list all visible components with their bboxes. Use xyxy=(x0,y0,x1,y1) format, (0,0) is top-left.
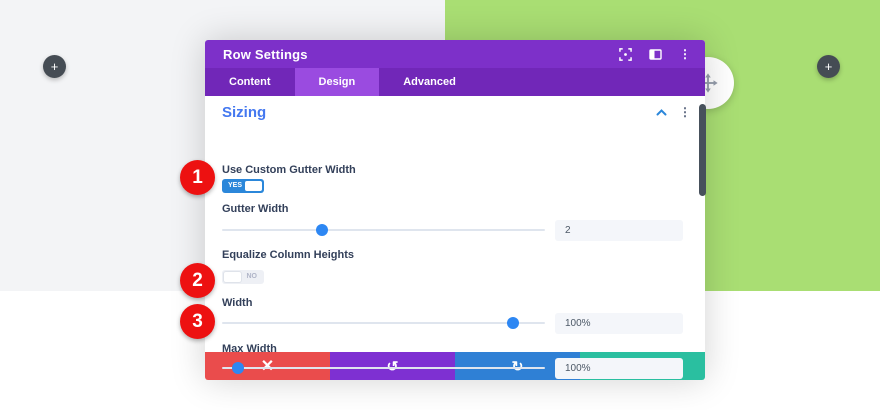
slider-thumb[interactable] xyxy=(316,224,329,236)
tab-design[interactable]: Design xyxy=(294,68,380,96)
max-width-slider[interactable] xyxy=(222,362,545,374)
max-width-label: Max Width xyxy=(222,343,277,355)
cancel-button[interactable]: ✕ xyxy=(205,352,330,380)
kebab-glyph: ⋮ xyxy=(679,47,691,61)
gutter-width-input[interactable] xyxy=(555,220,683,241)
row-settings-modal: Row Settings ⋮ xyxy=(205,40,705,380)
add-module-button-right[interactable]: + xyxy=(817,55,840,78)
undo-icon: ↺ xyxy=(386,357,399,374)
modal-tabbar: Content Design Advanced xyxy=(205,68,705,96)
modal-body: Sizing ⋮ Use Custom Gutter Width YES xyxy=(205,96,705,379)
width-slider[interactable] xyxy=(222,317,545,329)
width-input[interactable] xyxy=(555,313,683,334)
annotation-circle-2: 2 xyxy=(180,263,215,298)
section-title: Sizing xyxy=(222,103,267,121)
slider-track xyxy=(222,229,545,231)
modal-title: Row Settings xyxy=(223,46,308,62)
slider-track xyxy=(222,367,545,369)
plus-icon: + xyxy=(824,59,833,74)
kebab-glyph: ⋮ xyxy=(679,105,691,119)
modal-header: Row Settings ⋮ xyxy=(205,40,705,68)
tab-content[interactable]: Content xyxy=(205,68,295,96)
equalize-column-heights-toggle[interactable]: NO xyxy=(222,270,264,284)
modal-footer: ✕ ↺ ↻ ✓ xyxy=(205,352,705,380)
section-kebab-icon[interactable]: ⋮ xyxy=(679,106,691,118)
annotation-circle-1: 1 xyxy=(180,160,215,195)
gutter-width-slider[interactable] xyxy=(222,224,545,236)
tab-advanced[interactable]: Advanced xyxy=(379,68,480,96)
gutter-width-label: Gutter Width xyxy=(222,203,289,215)
annotation-number: 3 xyxy=(192,310,203,332)
toggle-knob xyxy=(245,181,262,191)
toggle-value: NO xyxy=(246,273,258,280)
toggle-knob xyxy=(224,272,241,282)
kebab-menu-icon[interactable]: ⋮ xyxy=(679,47,691,61)
slider-track xyxy=(222,322,545,324)
toggle-value: YES xyxy=(228,182,243,189)
section-tools: ⋮ xyxy=(656,106,691,118)
chevron-up-icon[interactable] xyxy=(656,108,667,116)
redo-icon: ↻ xyxy=(511,357,524,374)
sizing-section-header: Sizing ⋮ xyxy=(222,99,691,125)
undo-button[interactable]: ↺ xyxy=(330,352,455,380)
expand-icon[interactable] xyxy=(619,47,632,61)
equalize-column-heights-label: Equalize Column Heights xyxy=(222,249,355,261)
panel-layout-icon[interactable] xyxy=(649,47,662,61)
modal-scrollbar[interactable] xyxy=(699,104,706,196)
add-module-button-left[interactable]: + xyxy=(43,55,66,78)
annotation-circle-3: 3 xyxy=(180,304,215,339)
use-custom-gutter-width-toggle[interactable]: YES xyxy=(222,179,264,193)
slider-thumb[interactable] xyxy=(506,317,519,329)
width-label: Width xyxy=(222,297,253,309)
annotation-number: 1 xyxy=(192,166,203,188)
use-custom-gutter-width-label: Use Custom Gutter Width xyxy=(222,164,356,176)
close-icon: ✕ xyxy=(261,356,274,376)
plus-icon: + xyxy=(50,59,59,74)
annotation-number: 2 xyxy=(192,269,203,291)
modal-header-icons: ⋮ xyxy=(619,47,691,61)
slider-thumb[interactable] xyxy=(232,362,245,374)
max-width-input[interactable] xyxy=(555,358,683,379)
